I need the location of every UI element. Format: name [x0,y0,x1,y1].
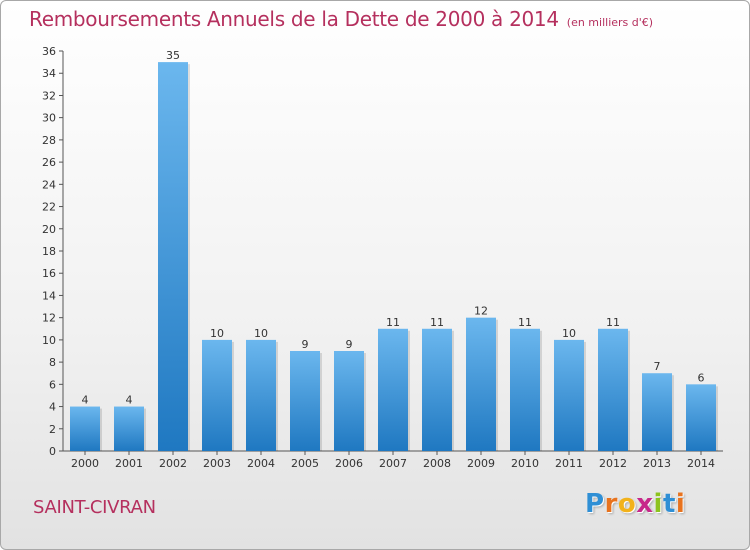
y-tick-label: 4 [49,401,56,414]
data-label-2002: 35 [166,49,180,62]
y-tick-label: 0 [49,445,56,458]
chart-subtitle: (en milliers d'€) [566,16,654,29]
chart-title-text: Remboursements Annuels de la Dette de 20… [29,7,559,31]
data-label-2013: 7 [654,360,661,373]
x-tick-label-2001: 2001 [115,457,143,470]
x-tick-label-2005: 2005 [291,457,319,470]
data-label-2007: 11 [386,316,400,329]
logo-letter: P [585,489,605,519]
logo-letter: o [617,489,637,519]
x-tick-label-2000: 2000 [71,457,99,470]
y-tick-label: 32 [42,89,56,102]
y-tick-label: 22 [42,201,56,214]
logo-letter: t [662,489,676,519]
data-label-2008: 11 [430,316,444,329]
data-label-2014: 6 [698,371,705,384]
bar-2012 [598,328,628,451]
y-tick-label: 20 [42,223,56,236]
bar-2009 [466,317,496,451]
y-tick-label: 18 [42,245,56,258]
y-tick-label: 30 [42,112,56,125]
data-label-2005: 9 [302,338,309,351]
y-tick-label: 26 [42,156,56,169]
bar-2007 [378,328,408,451]
data-label-2009: 12 [474,305,488,318]
x-tick-label-2013: 2013 [643,457,671,470]
bar-2008 [422,328,452,451]
logo-letter: i [675,489,686,519]
y-tick-label: 6 [49,378,56,391]
x-tick-label-2002: 2002 [159,457,187,470]
x-tick-label-2008: 2008 [423,457,451,470]
data-label-2006: 9 [346,338,353,351]
bar-2003 [202,339,232,451]
bar-2005 [290,351,320,451]
y-tick-label: 34 [42,67,56,80]
data-label-2000: 4 [82,394,89,407]
data-label-2011: 10 [562,327,576,340]
y-tick-label: 28 [42,134,56,147]
x-tick-label-2014: 2014 [687,457,715,470]
x-tick-label-2006: 2006 [335,457,363,470]
x-tick-label-2010: 2010 [511,457,539,470]
data-label-2012: 11 [606,316,620,329]
bar-2001 [114,406,144,451]
y-tick-label: 10 [42,334,56,347]
bar-2010 [510,328,540,451]
y-tick-label: 36 [42,45,56,58]
bar-2004 [246,339,276,451]
bar-2006 [334,351,364,451]
data-label-2001: 4 [126,394,133,407]
x-tick-label-2009: 2009 [467,457,495,470]
x-tick-label-2011: 2011 [555,457,583,470]
x-tick-label-2003: 2003 [203,457,231,470]
y-tick-label: 14 [42,289,56,302]
x-tick-label-2012: 2012 [599,457,627,470]
logo-letter: i [653,489,663,519]
bar-2002 [158,62,188,451]
bar-2000 [70,406,100,451]
logo-letter: r [604,489,618,519]
data-label-2010: 11 [518,316,532,329]
y-tick-label: 8 [49,356,56,369]
bar-2011 [554,339,584,451]
bar-2014 [686,384,716,451]
commune-name: SAINT-CIVRAN [33,497,156,518]
y-tick-label: 24 [42,178,56,191]
chart-bars: 4 4 35 10 10 9 9 11 11 12 11 10 11 7 6 [70,49,718,451]
x-tick-label-2004: 2004 [247,457,275,470]
logo-letter: x [636,489,654,519]
y-tick-label: 16 [42,267,56,280]
proxiti-logo: Proxiti [585,489,685,519]
chart-title: Remboursements Annuels de la Dette de 20… [29,7,653,31]
bar-2013 [642,373,672,451]
data-label-2004: 10 [254,327,268,340]
y-tick-label: 2 [49,423,56,436]
y-tick-label: 12 [42,312,56,325]
x-tick-label-2007: 2007 [379,457,407,470]
data-label-2003: 10 [210,327,224,340]
